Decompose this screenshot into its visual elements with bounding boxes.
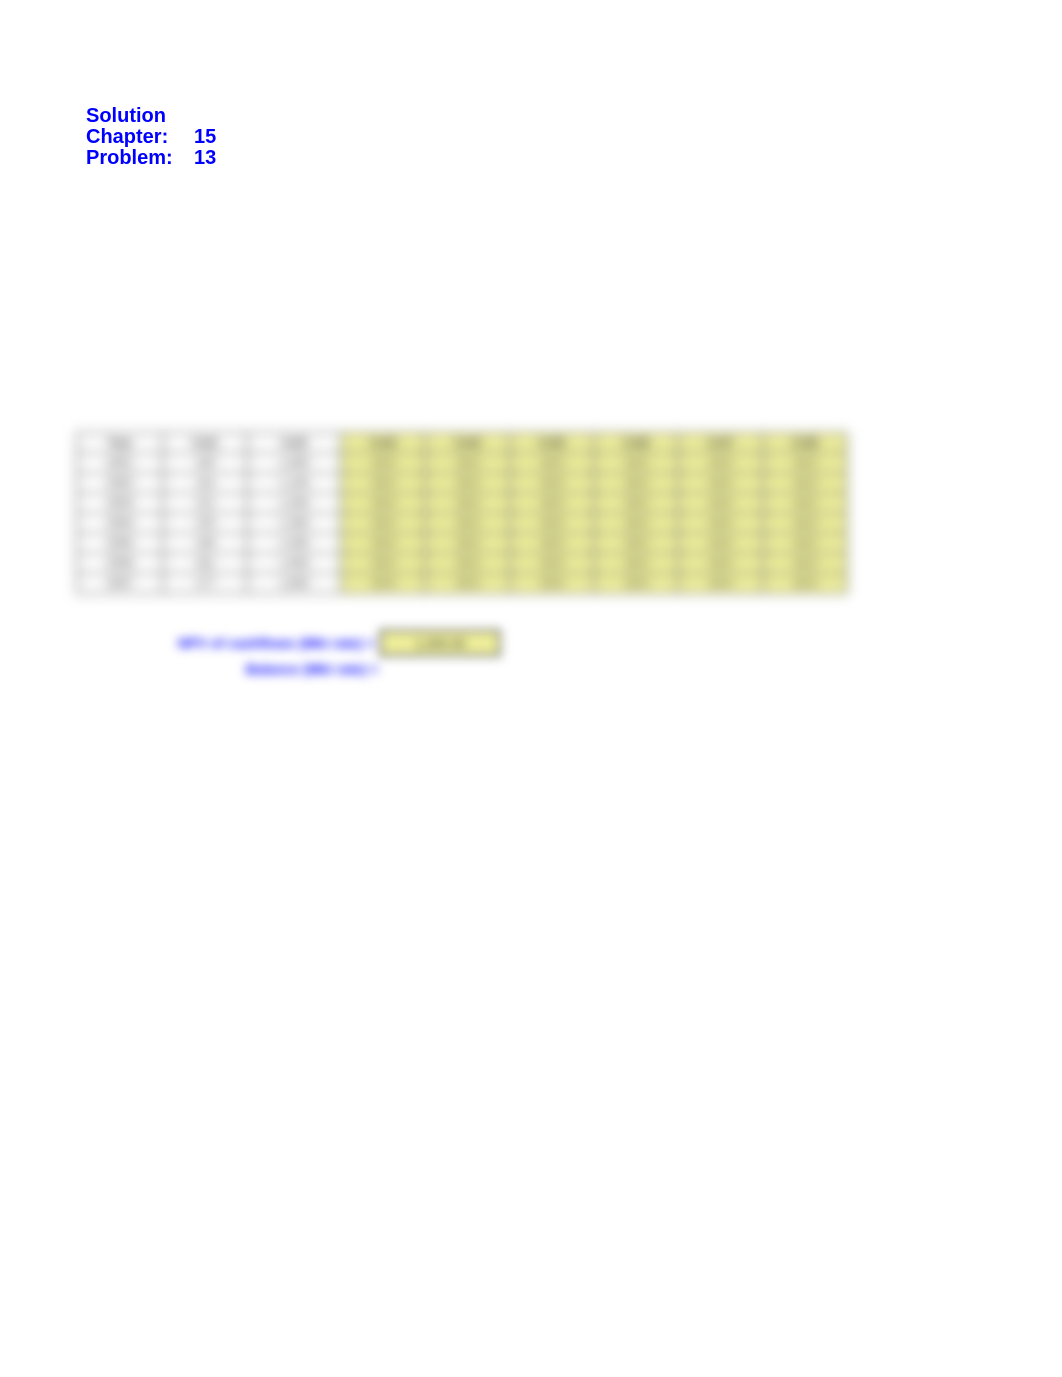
table-cell: 10.0: [341, 513, 425, 533]
table-row: 20041331,30010.010.010.010.010.010.0: [77, 513, 847, 533]
table-cell: 10.0: [594, 513, 678, 533]
table-cell: 1,100: [247, 473, 341, 493]
solution-header: Solution Chapter: 15 Problem: 13: [86, 106, 216, 169]
table-cell: 10.0: [425, 493, 509, 513]
table-cell: 1,500: [247, 553, 341, 573]
table-cell: 10.0: [678, 573, 762, 593]
table-cell: 161: [163, 553, 247, 573]
table-cell: 10.0: [763, 513, 847, 533]
table-cell: 177: [163, 573, 247, 593]
table-row: 20051461,40010.010.010.010.010.010.0: [77, 533, 847, 553]
table-cell: 10.0: [763, 573, 847, 593]
table-cell: 2003: [77, 493, 163, 513]
table-cell: 10.0: [594, 493, 678, 513]
table-cell: 10.0: [678, 533, 762, 553]
answer-label-1: NPV of cashflows (Mkt rate) =: [178, 635, 374, 651]
table-cell: 10.0: [510, 553, 594, 573]
table-cell: 2005: [77, 533, 163, 553]
table-cell: 10.0: [425, 553, 509, 573]
table-cell: 10.0: [425, 453, 509, 473]
col-head: Col6: [594, 433, 678, 453]
col-head: Col3: [341, 433, 425, 453]
table-cell: 10.0: [425, 573, 509, 593]
col-head: Col1: [163, 433, 247, 453]
table-cell: 10.0: [341, 493, 425, 513]
table-cell: 100: [163, 453, 247, 473]
table-cell: 10.0: [678, 553, 762, 573]
table-cell: 10.0: [678, 473, 762, 493]
table-cell: 10.0: [425, 533, 509, 553]
table-cell: 2002: [77, 473, 163, 493]
problem-value: 13: [194, 148, 216, 169]
table-cell: 10.0: [678, 513, 762, 533]
table-cell: 10.0: [510, 513, 594, 533]
table-cell: 146: [163, 533, 247, 553]
answer-region: NPV of cashflows (Mkt rate) = 1,000.00 B…: [178, 630, 500, 680]
table-cell: 10.0: [510, 453, 594, 473]
table-cell: 2007: [77, 573, 163, 593]
chapter-label: Chapter:: [86, 127, 194, 148]
table-cell: 2004: [77, 513, 163, 533]
table-row: 20031211,20010.010.010.010.010.010.0: [77, 493, 847, 513]
table-cell: 1,200: [247, 493, 341, 513]
table-cell: 10.0: [594, 533, 678, 553]
table-cell: 10.0: [763, 553, 847, 573]
col-head: Col7: [678, 433, 762, 453]
table-body: 20011001,00010.010.010.010.010.010.02002…: [77, 453, 847, 593]
table-cell: 1,400: [247, 533, 341, 553]
table-row: 20061611,50010.010.010.010.010.010.0: [77, 553, 847, 573]
table-cell: 10.0: [341, 453, 425, 473]
table-cell: 10.0: [763, 493, 847, 513]
table-cell: 1,300: [247, 513, 341, 533]
header-title: Solution: [86, 106, 194, 127]
table-cell: 10.0: [510, 573, 594, 593]
table-cell: 1,000: [247, 453, 341, 473]
table-cell: 110: [163, 473, 247, 493]
table-cell: 121: [163, 493, 247, 513]
problem-label: Problem:: [86, 148, 194, 169]
page: Solution Chapter: 15 Problem: 13 Year Co…: [0, 0, 1062, 1377]
answer-label-2: Balance (Mkt rate) =: [246, 661, 379, 677]
table-cell: 133: [163, 513, 247, 533]
answer-line-2: Balance (Mkt rate) =: [178, 658, 500, 680]
table-cell: 10.0: [341, 553, 425, 573]
table-cell: 10.0: [678, 493, 762, 513]
table-cell: 10.0: [510, 533, 594, 553]
table-cell: 10.0: [510, 493, 594, 513]
answer-value-box: 1,000.00: [380, 630, 500, 656]
table-cell: 10.0: [594, 573, 678, 593]
table-cell: 10.0: [763, 473, 847, 493]
table-cell: 10.0: [594, 553, 678, 573]
table-cell: 10.0: [678, 453, 762, 473]
table-cell: 10.0: [341, 573, 425, 593]
table-cell: 10.0: [341, 473, 425, 493]
table-cell: 1,600: [247, 573, 341, 593]
table-cell: 10.0: [425, 473, 509, 493]
table-header-row: Year Col1 Col2 Col3 Col4 Col5 Col6 Col7 …: [77, 433, 847, 453]
table-cell: 2001: [77, 453, 163, 473]
table-cell: 10.0: [763, 453, 847, 473]
table-cell: 10.0: [594, 473, 678, 493]
table-cell: 10.0: [510, 473, 594, 493]
table-row: 20071771,60010.010.010.010.010.010.0: [77, 573, 847, 593]
col-head: Col4: [425, 433, 509, 453]
answer-line-1: NPV of cashflows (Mkt rate) = 1,000.00: [178, 630, 500, 656]
table-cell: 10.0: [425, 513, 509, 533]
table-cell: 10.0: [763, 533, 847, 553]
table-cell: 2006: [77, 553, 163, 573]
table-cell: 10.0: [341, 533, 425, 553]
table-row: 20011001,00010.010.010.010.010.010.0: [77, 453, 847, 473]
data-table: Year Col1 Col2 Col3 Col4 Col5 Col6 Col7 …: [76, 432, 848, 594]
table-row: 20021101,10010.010.010.010.010.010.0: [77, 473, 847, 493]
chapter-value: 15: [194, 127, 216, 148]
data-table-region: Year Col1 Col2 Col3 Col4 Col5 Col6 Col7 …: [76, 432, 848, 594]
table-cell: 10.0: [594, 453, 678, 473]
col-head: Year: [77, 433, 163, 453]
col-head: Col8: [763, 433, 847, 453]
col-head: Col5: [510, 433, 594, 453]
col-head: Col2: [247, 433, 341, 453]
